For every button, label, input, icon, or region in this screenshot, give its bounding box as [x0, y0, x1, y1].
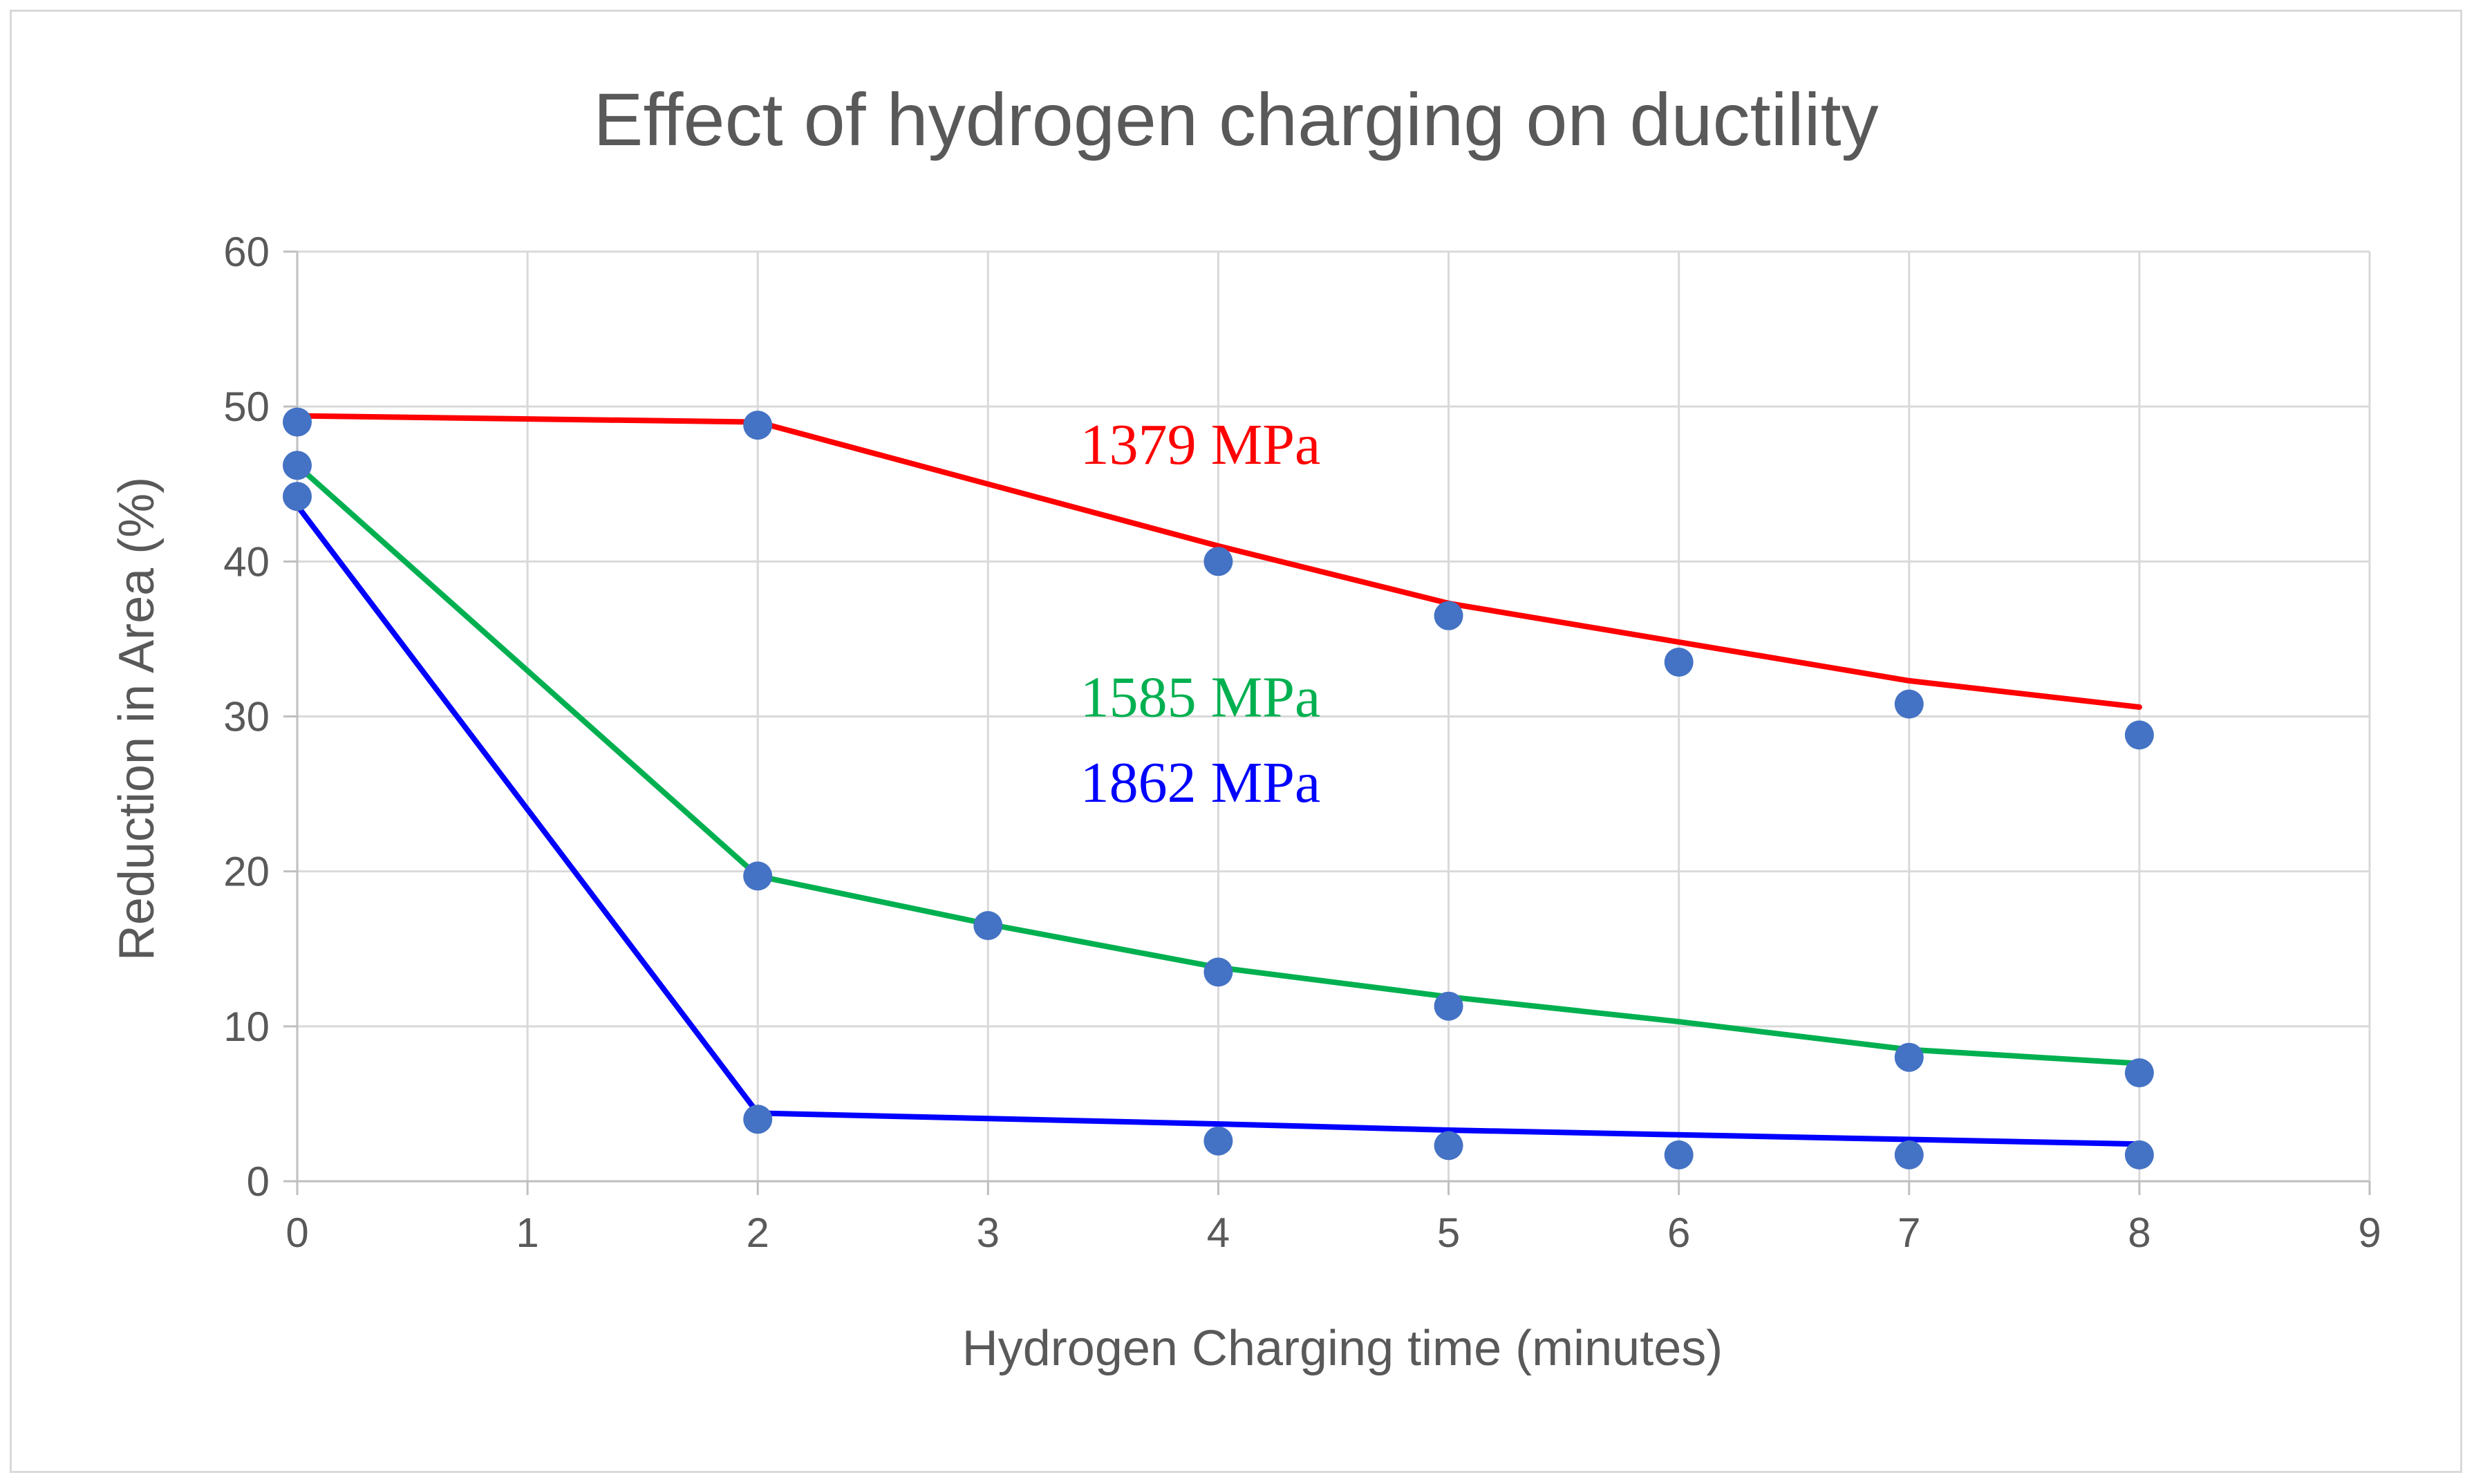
point-layer [283, 407, 2154, 1170]
y-tick-label: 50 [223, 384, 270, 430]
data-point-1585-mpa [283, 451, 312, 480]
data-point-1862-mpa [1664, 1140, 1694, 1170]
series-annotation-1862-mpa: 1862 MPa [1080, 751, 1321, 815]
y-tick-label: 10 [223, 1004, 270, 1050]
x-tick-label: 1 [516, 1210, 538, 1256]
x-tick-label: 9 [2358, 1210, 2381, 1256]
series-line-1585-mpa [294, 462, 2142, 1067]
data-point-1862-mpa [1203, 1126, 1233, 1156]
y-tick-label: 40 [223, 538, 270, 585]
data-point-1585-mpa [2124, 1058, 2154, 1088]
data-point-1862-mpa [1434, 1131, 1463, 1161]
annotation-layer: 1379 MPa 1585 MPa 1862 MPa [1080, 413, 1321, 815]
x-tick-label: 0 [285, 1210, 308, 1256]
x-tick-label: 7 [1897, 1210, 1920, 1256]
y-tick-label: 60 [223, 229, 270, 275]
series-annotation-1585-mpa: 1585 MPa [1080, 666, 1321, 730]
chart-frame [10, 10, 2462, 1473]
x-axis-label: Hydrogen Charging time (minutes) [962, 1321, 1723, 1376]
series-annotation-1379-mpa: 1379 MPa [1080, 413, 1321, 477]
grid-layer [297, 250, 2371, 1181]
data-point-1585-mpa [1894, 1042, 1924, 1072]
data-point-1585-mpa [743, 861, 773, 891]
x-tick-label: 2 [747, 1210, 769, 1256]
x-tick-label: 4 [1207, 1210, 1230, 1256]
data-point-1379-mpa [743, 411, 773, 440]
data-point-1862-mpa [1894, 1140, 1924, 1170]
data-point-1379-mpa [1203, 547, 1233, 576]
data-point-1862-mpa [743, 1105, 773, 1134]
y-tick-label: 30 [223, 694, 270, 740]
y-axis-label: Reduction in Area (%) [109, 477, 165, 961]
data-point-1585-mpa [973, 911, 1003, 941]
data-point-1862-mpa [2124, 1140, 2154, 1170]
data-point-1379-mpa [1664, 648, 1694, 677]
data-point-1379-mpa [1434, 601, 1463, 630]
tick-layer: 0 10 20 30 40 50 60 0 1 2 3 4 5 6 7 8 9 [223, 229, 2381, 1256]
data-point-1585-mpa [1203, 957, 1233, 987]
data-point-1862-mpa [283, 482, 312, 511]
data-point-1379-mpa [2124, 720, 2154, 750]
data-point-1585-mpa [1434, 991, 1463, 1021]
x-tick-label: 6 [1667, 1210, 1690, 1256]
data-point-1379-mpa [1894, 689, 1924, 719]
x-tick-label: 5 [1437, 1210, 1460, 1256]
y-tick-label: 20 [223, 849, 270, 895]
x-tick-label: 8 [2128, 1210, 2150, 1256]
x-tick-label: 3 [977, 1210, 1000, 1256]
chart-title: Effect of hydrogen charging on ductility [593, 77, 1878, 161]
data-point-1379-mpa [283, 407, 312, 437]
y-tick-label: 0 [247, 1158, 270, 1205]
series-line-1379-mpa [294, 413, 2142, 710]
